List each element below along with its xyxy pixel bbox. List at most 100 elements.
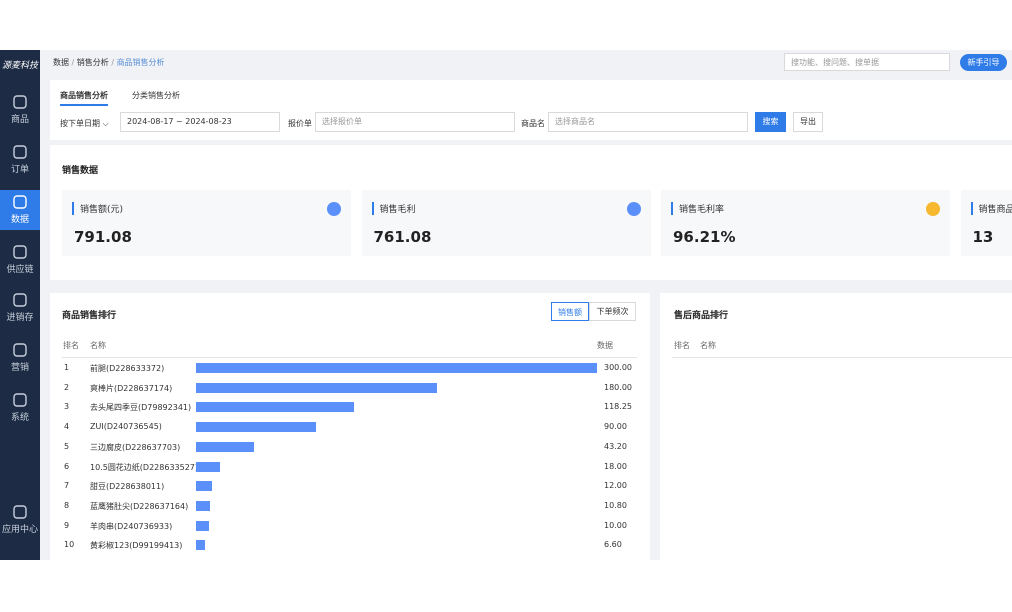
rank: 9: [64, 520, 70, 530]
product-name: 前腿(D228633372): [90, 364, 165, 373]
ranking-panel: 商品销售排行 销售额 下单频次 排名 名称 数据 1 前腿(D228633372)…: [50, 293, 650, 560]
nav-item[interactable]: 进销存: [0, 288, 40, 328]
global-search[interactable]: 搜功能、搜问题、搜单据: [784, 53, 950, 71]
column-header: 排名: [63, 341, 79, 350]
stat-card: 销售毛利率 96.21%: [661, 190, 950, 256]
value-label: 6.60: [604, 540, 622, 550]
nav-icon: [13, 343, 27, 357]
rank: 3: [64, 402, 70, 412]
nav-label: 应用中心: [1, 525, 38, 535]
stat-card: 销售商品总 13: [960, 190, 1012, 256]
date-type[interactable]: 按下单日期 ⌵: [60, 119, 109, 128]
nav-item[interactable]: 数据: [0, 190, 40, 230]
bar: [196, 422, 317, 433]
toggle[interactable]: 下单频次: [589, 302, 636, 321]
label: 按下单日期: [60, 119, 100, 128]
rank: 1: [64, 363, 70, 372]
stat-icon: [926, 202, 940, 216]
toolbar: 商品销售分析 分类销售分析 按下单日期 ⌵ 2024-08-17 ~ 2024-…: [50, 80, 1012, 140]
value-label: 180.00: [604, 382, 632, 392]
rank: 7: [64, 481, 70, 491]
rank: 6: [64, 461, 70, 471]
product-name: 爽棒片(D228637174): [90, 383, 173, 393]
nav-label: 进销存: [6, 313, 34, 323]
stat-card: 销售额(元) 791.08: [62, 190, 351, 256]
column-header: 名称: [700, 341, 716, 350]
bar: [196, 520, 210, 531]
rank: 4: [64, 422, 70, 432]
after-sales-panel: 售后商品排行 排名 名称: [660, 293, 1012, 560]
tab[interactable]: 分类销售分析: [132, 91, 180, 100]
search-button[interactable]: 搜索: [755, 112, 786, 132]
nav-item[interactable]: 订单: [0, 140, 40, 180]
nav-item[interactable]: 商品: [0, 90, 40, 130]
section-title: 商品销售排行: [62, 311, 117, 321]
nav-label: 数据: [10, 215, 29, 225]
bar: [196, 461, 221, 472]
stat-value: 13: [972, 228, 994, 246]
stat-icon: [626, 202, 641, 216]
sales-panel: 销售数据 销售额(元) 791.08 销售毛利 761.08 销售毛利率 96.21% 销售…: [50, 145, 1012, 280]
placeholder: 搜功能、搜问题、搜单据: [791, 58, 879, 67]
date-range[interactable]: 2024-08-17 ~ 2024-08-23: [120, 112, 280, 132]
value-label: 12.00: [604, 481, 627, 491]
nav-icon: [13, 505, 27, 519]
stat-label: 销售商品总: [970, 202, 1012, 215]
nav-icon: [13, 95, 27, 109]
section-title: 销售数据: [62, 166, 99, 176]
stat-value: 96.21%: [673, 228, 736, 246]
value: 2024-08-17 ~ 2024-08-23: [127, 117, 232, 126]
bar: [196, 441, 254, 452]
stat-card: 销售毛利 761.08: [361, 190, 651, 256]
divider: [672, 357, 1012, 358]
value-label: 18.00: [604, 461, 627, 471]
stat-icon: [327, 202, 341, 216]
value-label: 10.00: [604, 520, 627, 530]
stat-value: 761.08: [373, 228, 432, 246]
crumb[interactable]: 销售分析: [77, 58, 117, 67]
section-title: 售后商品排行: [674, 311, 729, 321]
product-name: 黄彩椒123(D99199413): [90, 541, 183, 551]
divider: [62, 357, 637, 358]
nav-item[interactable]: 供应链: [0, 240, 40, 280]
sidebar: 源麦科技 商品 订单 数据 供应链 进销存 营销 系统 应用中心: [0, 50, 40, 560]
nav-item[interactable]: 应用中心: [0, 500, 40, 540]
nav-item[interactable]: 系统: [0, 388, 40, 428]
toggle[interactable]: 销售额: [551, 302, 589, 321]
product-name: 羊肉串(D240736933): [90, 521, 173, 531]
bar: [196, 481, 213, 492]
label: 报价单: [288, 119, 312, 128]
nav-item[interactable]: 营销: [0, 338, 40, 378]
product-name: 甜豆(D228638011): [90, 482, 165, 492]
nav-label: 营销: [10, 363, 29, 373]
stat-label: 销售额(元): [72, 202, 123, 215]
value-label: 43.20: [604, 441, 627, 451]
tab[interactable]: 商品销售分析: [60, 90, 108, 106]
bar: [196, 382, 437, 393]
guide-button[interactable]: 新手引导: [960, 54, 1007, 71]
rank: 8: [64, 500, 70, 510]
bar: [196, 363, 597, 373]
nav-icon: [13, 293, 27, 307]
label: 商品名: [521, 119, 545, 128]
export-button[interactable]: 导出: [793, 112, 823, 132]
crumb[interactable]: 数据: [53, 58, 77, 67]
nav-label: 供应链: [6, 265, 34, 275]
product-name: ZUI(D240736545): [90, 422, 162, 432]
quote-select[interactable]: 选择报价单: [315, 112, 515, 132]
column-header: 排名: [674, 341, 690, 350]
value-label: 10.80: [604, 500, 627, 510]
nav-icon: [13, 145, 27, 159]
value-label: 300.00: [604, 363, 632, 372]
product-select[interactable]: 选择商品名: [548, 112, 748, 132]
nav-label: 订单: [10, 165, 29, 175]
stat-label: 销售毛利: [371, 202, 416, 215]
crumb: 商品销售分析: [116, 58, 165, 67]
nav-icon: [13, 245, 27, 259]
product-name: 去头尾四季豆(D79892341): [90, 403, 192, 413]
nav-label: 系统: [10, 413, 29, 423]
breadcrumb: 数据销售分析商品销售分析: [53, 57, 165, 68]
column-header: 数据: [597, 341, 613, 350]
rank: 5: [64, 441, 70, 451]
